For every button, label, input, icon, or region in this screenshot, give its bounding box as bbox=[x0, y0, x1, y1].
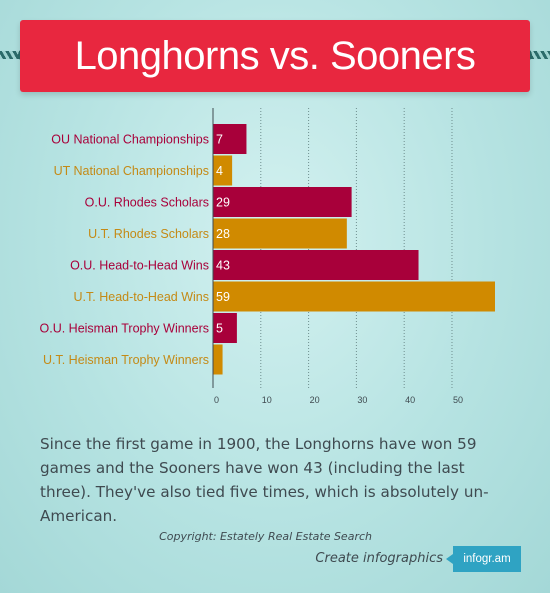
data-label: 4 bbox=[216, 164, 223, 178]
chart-title: Longhorns vs. Sooners bbox=[74, 33, 476, 78]
category-label: OU National Championships bbox=[51, 133, 209, 147]
description-text: Since the first game in 1900, the Longho… bbox=[40, 435, 489, 525]
create-infographics-link[interactable]: Create infographics bbox=[315, 551, 443, 566]
category-label: U.T. Head-to-Head Wins bbox=[74, 290, 209, 304]
bar-ou bbox=[213, 313, 237, 343]
x-tick-label: 50 bbox=[453, 395, 463, 405]
title-banner: Longhorns vs. Sooners bbox=[20, 20, 530, 92]
x-tick-label: 10 bbox=[262, 395, 272, 405]
data-label: 7 bbox=[216, 133, 223, 147]
bar-ut bbox=[213, 155, 233, 186]
bar-chart: 0 10 20 30 40 50 OU National Championships 7 UT … bbox=[40, 108, 495, 405]
data-label: 43 bbox=[216, 259, 230, 273]
bar-ut bbox=[213, 281, 495, 312]
bar-ou bbox=[213, 250, 419, 280]
category-label: UT National Championships bbox=[54, 164, 209, 178]
category-label: U.T. Rhodes Scholars bbox=[88, 227, 209, 241]
copyright-text: Copyright: Estately Real Estate Search bbox=[159, 530, 372, 543]
data-label: 5 bbox=[216, 322, 223, 336]
x-tick-label: 30 bbox=[357, 395, 367, 405]
bar-ut bbox=[213, 218, 347, 249]
category-label: O.U. Heisman Trophy Winners bbox=[40, 322, 210, 336]
data-label: 59 bbox=[216, 290, 230, 304]
data-label: 28 bbox=[216, 227, 230, 241]
category-label: U.T. Heisman Trophy Winners bbox=[43, 353, 209, 367]
x-tick-label: 20 bbox=[310, 395, 320, 405]
category-label: O.U. Rhodes Scholars bbox=[85, 196, 209, 210]
bar-ou bbox=[213, 124, 247, 154]
x-tick-label: 0 bbox=[214, 395, 219, 405]
category-label: O.U. Head-to-Head Wins bbox=[70, 259, 209, 273]
bar-ou bbox=[213, 187, 352, 217]
bar-ut bbox=[213, 344, 223, 375]
infogram-badge[interactable]: infogr.am bbox=[446, 546, 521, 572]
data-label: 29 bbox=[216, 196, 230, 210]
x-tick-label: 40 bbox=[405, 395, 415, 405]
